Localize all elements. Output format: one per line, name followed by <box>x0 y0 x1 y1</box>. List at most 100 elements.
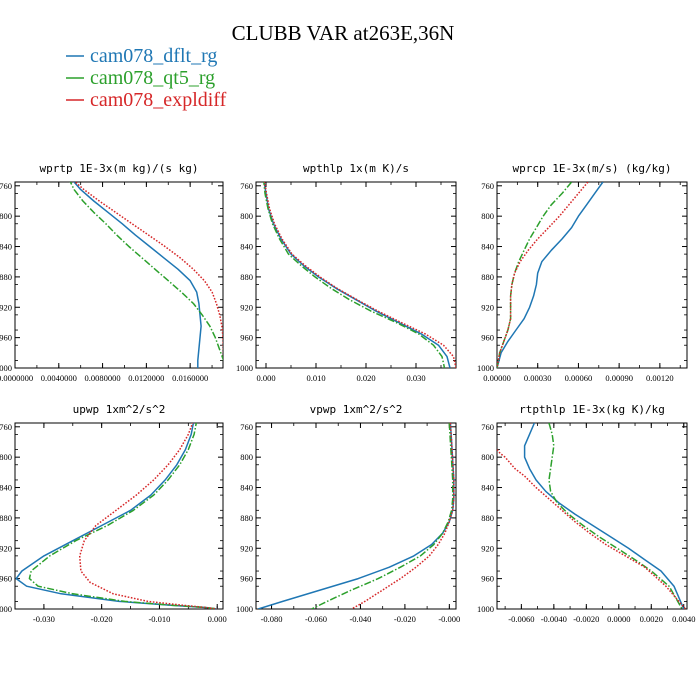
y-tick-label: 960 <box>240 333 253 343</box>
x-tick-label: 0.0080000 <box>85 373 121 383</box>
x-tick-label: -0.020 <box>91 614 113 624</box>
panel-title: wpthlp 1x(m K)/s <box>303 162 409 175</box>
x-tick-label: -0.020 <box>394 614 416 624</box>
y-tick-label: 920 <box>240 543 253 553</box>
plot-frame <box>496 422 688 610</box>
y-tick-label: 1000 <box>236 604 253 614</box>
x-tick-label: 0.0000000 <box>0 373 33 383</box>
y-tick-label: 960 <box>481 333 494 343</box>
panel-5: vpwp 1xm^2/s^2 760 800 840 880 920 960 1000 -0.0… <box>236 403 460 624</box>
y-tick-label: 800 <box>0 211 12 221</box>
y-tick-label: 880 <box>0 272 12 282</box>
y-tick-label: 800 <box>0 452 12 462</box>
series-line-cam078_expldiff <box>74 182 223 359</box>
series-group <box>497 423 686 609</box>
y-tick-label: 1000 <box>0 604 12 614</box>
x-tick-label: 0.0020 <box>640 614 663 624</box>
y-tick-label: 880 <box>240 513 253 523</box>
x-tick-label: 0.00000 <box>483 373 511 383</box>
legend-item: cam078_qt5_rg <box>66 67 215 89</box>
panel-title: rtpthlp 1E-3x(kg K)/kg <box>519 403 665 416</box>
x-tick-label: 0.0120000 <box>128 373 164 383</box>
y-tick-label: 800 <box>240 452 253 462</box>
y-tick-label: 920 <box>0 543 12 553</box>
y-tick-label: 880 <box>240 272 253 282</box>
x-tick-label: 0.0040000 <box>41 373 77 383</box>
x-tick-label: 0.000 <box>208 614 227 624</box>
plot-frame <box>255 181 457 369</box>
x-tick-label: 0.00090 <box>605 373 633 383</box>
x-tick-label: -0.000 <box>438 614 460 624</box>
series-line-cam078_expldiff <box>497 449 686 609</box>
legend-item: cam078_expldiff <box>66 89 227 111</box>
y-tick-label: 920 <box>481 302 494 312</box>
series-line-cam078_expldiff <box>497 182 589 368</box>
series-group <box>497 182 604 368</box>
y-tick-label: 920 <box>240 302 253 312</box>
x-tick-label: -0.030 <box>33 614 55 624</box>
x-tick-label: -0.0040 <box>541 614 567 624</box>
y-tick-label: 840 <box>0 483 12 493</box>
series-group <box>69 182 223 368</box>
panel-4: upwp 1xm^2/s^2 760 800 840 880 920 960 1000 -0.0… <box>0 403 227 624</box>
series-line-cam078_dflt_rg <box>73 182 202 368</box>
y-tick-label: 1000 <box>236 363 253 373</box>
panel-title: wprcp 1E-3x(m/s) (kg/kg) <box>513 162 672 175</box>
y-tick-label: 840 <box>240 483 253 493</box>
plot-frame <box>14 181 224 369</box>
x-tick-label: -0.010 <box>148 614 170 624</box>
y-tick-label: 880 <box>481 513 494 523</box>
y-tick-label: 920 <box>0 302 12 312</box>
x-tick-label: 0.030 <box>406 373 425 383</box>
series-line-cam078_dflt_rg <box>15 423 218 609</box>
legend-item: cam078_dflt_rg <box>66 45 217 67</box>
x-tick-label: -0.0020 <box>573 614 599 624</box>
legend-label: cam078_dflt_rg <box>90 45 217 67</box>
y-tick-label: 760 <box>240 422 253 432</box>
legend-label: cam078_expldiff <box>90 89 227 111</box>
y-tick-label: 760 <box>481 422 494 432</box>
y-tick-label: 760 <box>0 181 12 191</box>
figure-legend: cam078_dflt_rgcam078_qt5_rgcam078_expldi… <box>66 45 227 111</box>
x-tick-label: -0.060 <box>305 614 327 624</box>
y-tick-label: 880 <box>481 272 494 282</box>
figure-title: CLUBB VAR at263E,36N <box>232 21 455 45</box>
panel-title: upwp 1xm^2/s^2 <box>73 403 166 416</box>
y-tick-label: 800 <box>481 211 494 221</box>
y-tick-label: 840 <box>481 242 494 252</box>
y-tick-label: 960 <box>0 574 12 584</box>
series-group <box>263 182 456 368</box>
x-tick-label: -0.0060 <box>508 614 534 624</box>
legend-label: cam078_qt5_rg <box>90 67 215 89</box>
panel-3: wprcp 1E-3x(m/s) (kg/kg) 760 800 840 880 920 9… <box>477 162 688 383</box>
plot-frame <box>14 422 224 610</box>
series-line-cam078_expldiff <box>263 182 456 368</box>
panel-title: vpwp 1xm^2/s^2 <box>310 403 403 416</box>
y-tick-label: 960 <box>240 574 253 584</box>
x-tick-label: 0.0000 <box>607 614 630 624</box>
x-tick-label: 0.00120 <box>646 373 674 383</box>
series-line-cam078_dflt_rg <box>257 423 455 609</box>
series-line-cam078_dflt_rg <box>523 423 685 609</box>
x-tick-label: -0.040 <box>349 614 371 624</box>
x-tick-label: -0.080 <box>261 614 283 624</box>
x-tick-label: 0.0160000 <box>172 373 208 383</box>
x-tick-label: 0.010 <box>306 373 325 383</box>
plot-frame <box>496 181 688 369</box>
series-line-cam078_dflt_rg <box>497 182 604 368</box>
y-tick-label: 960 <box>481 574 494 584</box>
series-line-cam078_qt5_rg <box>69 182 223 362</box>
y-tick-label: 840 <box>240 242 253 252</box>
y-tick-label: 920 <box>481 543 494 553</box>
y-tick-label: 1000 <box>0 363 12 373</box>
series-group <box>257 423 455 609</box>
x-tick-label: 0.00060 <box>565 373 593 383</box>
y-tick-label: 760 <box>0 422 12 432</box>
y-tick-label: 840 <box>0 242 12 252</box>
panel-title: wprtp 1E-3x(m kg)/(s kg) <box>40 162 199 175</box>
x-tick-label: 0.000 <box>256 373 275 383</box>
panel-1: wprtp 1E-3x(m kg)/(s kg) 760 800 840 880 920 9… <box>0 162 224 383</box>
y-tick-label: 880 <box>0 513 12 523</box>
y-tick-label: 960 <box>0 333 12 343</box>
